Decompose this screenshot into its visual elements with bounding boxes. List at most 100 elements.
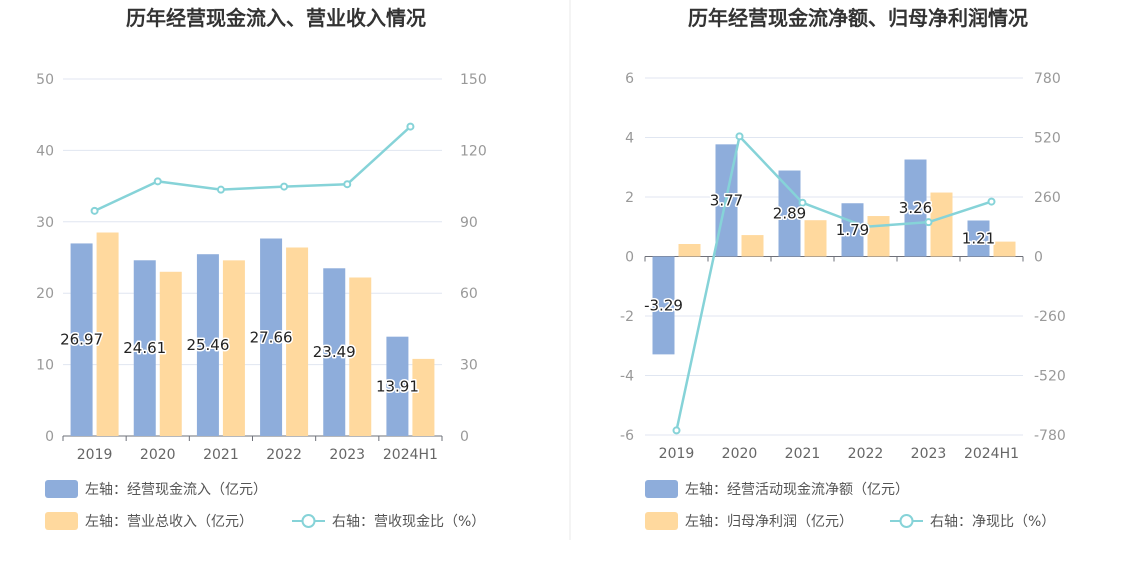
- chart-2: 历年经营现金流净额、归母净利润情况 -6 -4 -2 0 2 4 6 -780 -520 -260 0…: [620, 6, 1066, 530]
- x-axis-tick-label: 2024H1: [964, 446, 1019, 462]
- right-axis-tick-label: 90: [460, 215, 478, 231]
- ratio-point-2021: [798, 198, 807, 207]
- primary-bar-2023: [904, 159, 927, 257]
- secondary-bar-2023: [349, 277, 372, 436]
- bar-data-label: 2.89: [773, 205, 806, 223]
- right-axis-tick-label: 780: [1034, 71, 1061, 87]
- legend-label[interactable]: 左轴：归母净利润（亿元）: [685, 513, 853, 530]
- ratio-point-2022: [280, 182, 289, 191]
- left-axis-tick-label: 0: [625, 250, 634, 266]
- right-axis-tick-label: 150: [460, 72, 487, 88]
- bar-data-label: 1.21: [962, 230, 995, 248]
- right-axis-tick-label: 0: [1034, 250, 1043, 266]
- right-axis-tick-label: -780: [1034, 428, 1066, 444]
- ratio-point-2019: [672, 426, 681, 435]
- left-axis-tick-label: -6: [620, 428, 634, 444]
- bar-data-label: 27.66: [250, 328, 293, 346]
- left-axis-tick-label: 4: [625, 131, 634, 147]
- secondary-bar-2020: [159, 271, 182, 436]
- secondary-bar-2022: [867, 216, 890, 257]
- legend-swatch[interactable]: [45, 512, 78, 530]
- secondary-bar-2020: [741, 235, 764, 257]
- left-axis-tick-label: -2: [620, 309, 634, 325]
- x-axis-tick-label: 2022: [266, 447, 302, 463]
- ratio-point-2023: [924, 218, 933, 227]
- secondary-bar-2019: [678, 244, 701, 257]
- primary-bar-2019: [70, 243, 93, 436]
- primary-bar-2021: [196, 254, 219, 436]
- secondary-bar-2024H1: [993, 241, 1016, 257]
- ratio-point-2023: [343, 180, 352, 189]
- secondary-bar-2022: [286, 247, 309, 436]
- x-axis-tick-label: 2020: [722, 446, 758, 462]
- primary-bar-2023: [323, 268, 346, 436]
- x-axis-tick-label: 2022: [848, 446, 884, 462]
- ratio-point-2019: [90, 206, 99, 215]
- primary-bar-2022: [260, 238, 283, 436]
- right-axis-tick-label: 120: [460, 143, 487, 159]
- x-axis-tick-label: 2024H1: [383, 447, 438, 463]
- bar-data-label: 1.79: [836, 221, 869, 239]
- legend-line-marker[interactable]: [301, 514, 316, 528]
- chart-title: 历年经营现金流入、营业收入情况: [126, 6, 426, 30]
- ratio-point-2020: [735, 132, 744, 141]
- legend-label[interactable]: 左轴：营业总收入（亿元）: [85, 514, 253, 530]
- right-axis-tick-label: 520: [1034, 131, 1061, 147]
- bar-data-label: 3.77: [710, 191, 743, 209]
- secondary-bar-2023: [930, 192, 953, 257]
- ratio-point-2024H1: [406, 122, 415, 131]
- chart-1: 历年经营现金流入、营业收入情况 0 10 20 30 40 50 0 30 60 90 120 150 2…: [36, 6, 487, 530]
- ratio-point-2022: [861, 222, 870, 231]
- right-axis-tick-label: -520: [1034, 369, 1066, 385]
- left-axis-tick-label: 2: [625, 190, 634, 206]
- left-axis-tick-label: 6: [625, 71, 634, 87]
- bar-data-label: 26.97: [60, 331, 103, 349]
- right-axis-tick-label: 260: [1034, 190, 1061, 206]
- left-axis-tick-label: 20: [36, 286, 54, 302]
- bar-data-label: 25.46: [186, 336, 229, 354]
- ratio-line: [94, 125, 412, 212]
- bar-data-label: 24.61: [123, 339, 166, 357]
- left-axis-tick-label: 40: [36, 143, 54, 159]
- legend-label[interactable]: 左轴：经营现金流入（亿元）: [85, 482, 267, 498]
- right-axis-tick-label: -260: [1034, 309, 1066, 325]
- legend-label[interactable]: 右轴：营收现金比（%）: [332, 514, 485, 530]
- right-axis-tick-label: 0: [460, 429, 469, 445]
- x-axis-tick-label: 2020: [140, 447, 176, 463]
- ratio-point-2021: [216, 185, 225, 194]
- x-axis-tick-label: 2019: [659, 446, 695, 462]
- right-axis-tick-label: 30: [460, 358, 478, 374]
- legend-line-marker[interactable]: [899, 514, 914, 528]
- ratio-point-2020: [153, 177, 162, 186]
- secondary-bar-2024H1: [412, 358, 435, 436]
- primary-bar-2022: [841, 203, 864, 257]
- x-axis-tick-label: 2021: [203, 447, 239, 463]
- secondary-bar-2021: [804, 220, 827, 257]
- legend-swatch[interactable]: [645, 512, 678, 530]
- secondary-bar-2019: [96, 232, 119, 436]
- bar-data-label: 23.49: [313, 343, 356, 361]
- bar-data-label: -3.29: [644, 296, 683, 314]
- left-axis-tick-label: -4: [620, 369, 634, 385]
- primary-bar-2020: [133, 260, 156, 436]
- left-axis-tick-label: 10: [36, 358, 54, 374]
- left-axis-tick-label: 0: [45, 429, 54, 445]
- primary-bar-2021: [778, 170, 801, 257]
- legend-swatch[interactable]: [645, 480, 678, 498]
- primary-bar-2024H1: [967, 220, 990, 257]
- secondary-bar-2021: [222, 260, 245, 436]
- right-axis-tick-label: 60: [460, 286, 478, 302]
- x-axis-tick-label: 2023: [911, 446, 947, 462]
- ratio-point-2024H1: [987, 197, 996, 206]
- x-axis-tick-label: 2019: [77, 447, 113, 463]
- legend-label[interactable]: 右轴：净现比（%）: [930, 514, 1055, 530]
- left-axis-tick-label: 30: [36, 215, 54, 231]
- bar-data-label: 3.26: [899, 199, 932, 217]
- chart-title: 历年经营现金流净额、归母净利润情况: [688, 6, 1028, 30]
- legend-label[interactable]: 左轴：经营活动现金流净额（亿元）: [685, 482, 909, 498]
- primary-bar-2019: [652, 256, 675, 355]
- legend-swatch[interactable]: [45, 480, 78, 498]
- x-axis-tick-label: 2023: [329, 447, 365, 463]
